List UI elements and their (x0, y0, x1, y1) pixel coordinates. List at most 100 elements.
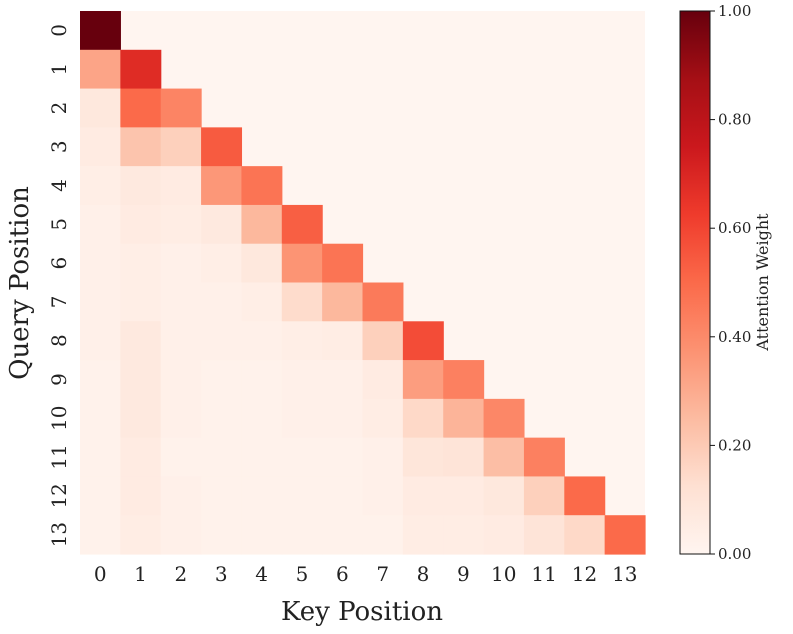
heatmap-cell (362, 476, 404, 516)
heatmap-cell (241, 166, 283, 206)
heatmap-cell (201, 204, 243, 245)
x-axis-label: Key Position (281, 597, 443, 627)
heatmap-cells (80, 11, 646, 555)
x-tick-label: 1 (134, 562, 147, 586)
heatmap-cell (160, 437, 202, 478)
colorbar-tick-label: 0.40 (718, 328, 751, 346)
heatmap-cell (362, 398, 404, 439)
heatmap-cell (160, 88, 202, 128)
heatmap-cell (160, 321, 202, 361)
heatmap-cell (120, 321, 162, 361)
heatmap-cell (120, 398, 162, 439)
x-tick-label: 10 (491, 562, 516, 586)
y-tick-label: 8 (47, 334, 71, 347)
heatmap-cell (483, 476, 525, 516)
heatmap-cell (241, 282, 283, 322)
y-tick-label: 10 (47, 406, 71, 431)
heatmap-cell (201, 321, 243, 361)
heatmap-cell (80, 282, 121, 322)
heatmap-cell (241, 398, 283, 439)
y-tick-label: 9 (47, 373, 71, 386)
heatmap-cell (362, 437, 404, 478)
heatmap-cell (201, 476, 243, 516)
x-tick-label: 5 (296, 562, 309, 586)
y-axis-label: Query Position (5, 186, 35, 380)
heatmap-cell (80, 49, 121, 90)
y-tick-label: 12 (47, 483, 71, 508)
heatmap-cell (80, 515, 121, 555)
x-tick-label: 2 (175, 562, 188, 586)
heatmap-cell (120, 515, 162, 555)
heatmap-cell (160, 515, 202, 555)
heatmap-cell (402, 476, 444, 516)
heatmap-cell (322, 398, 364, 439)
heatmap-cell (322, 515, 364, 555)
heatmap-cell (322, 437, 364, 478)
heatmap-cell (120, 243, 162, 284)
heatmap-cell (160, 127, 202, 167)
heatmap-cell (362, 515, 404, 555)
heatmap-cell (564, 476, 606, 516)
heatmap-cell (483, 398, 525, 439)
heatmap-cell (201, 243, 243, 284)
heatmap-cell (564, 515, 606, 555)
y-tick-label: 11 (47, 444, 71, 469)
heatmap-cell (281, 282, 323, 322)
heatmap-cell (281, 321, 323, 361)
y-tick-label: 3 (47, 140, 71, 153)
heatmap-cell (80, 11, 121, 51)
heatmap-cell (402, 437, 444, 478)
heatmap-cell (322, 282, 364, 322)
heatmap-cell (241, 437, 283, 478)
heatmap-cell (120, 204, 162, 245)
heatmap-cell (604, 515, 646, 555)
heatmap-cell (160, 282, 202, 322)
heatmap-cell (523, 476, 565, 516)
heatmap-cell (362, 321, 404, 361)
heatmap-cell (120, 282, 162, 322)
heatmap-cell (201, 437, 243, 478)
heatmap-cell (241, 515, 283, 555)
heatmap-cell (120, 127, 162, 167)
heatmap-cell (80, 476, 121, 516)
x-tick-label: 6 (336, 562, 349, 586)
heatmap-cell (281, 398, 323, 439)
heatmap-cell (362, 282, 404, 322)
heatmap-cell (201, 166, 243, 206)
heatmap-cell (241, 360, 283, 400)
heatmap-cell (281, 243, 323, 284)
heatmap-cell (120, 360, 162, 400)
heatmap-cell (241, 204, 283, 245)
heatmap-cell (160, 476, 202, 516)
heatmap-cell (80, 243, 121, 284)
heatmap-cell (281, 360, 323, 400)
heatmap-cell (120, 437, 162, 478)
heatmap-cell (201, 398, 243, 439)
heatmap-cell (322, 243, 364, 284)
heatmap-cell (160, 360, 202, 400)
heatmap-cell (80, 321, 121, 361)
heatmap-cell (201, 360, 243, 400)
colorbar-tick-label: 0.20 (718, 436, 751, 454)
colorbar-tick-label: 0.60 (718, 219, 751, 237)
x-tick-label: 9 (457, 562, 470, 586)
heatmap-cell (281, 204, 323, 245)
x-tick-labels: 0 1 2 3 4 5 6 7 8 9 10 11 12 13 (94, 562, 638, 586)
colorbar-tick-label: 0.80 (718, 111, 751, 129)
heatmap-cell (362, 360, 404, 400)
heatmap-cell (322, 360, 364, 400)
heatmap-cell (160, 166, 202, 206)
x-tick-label: 4 (255, 562, 268, 586)
heatmap-cell (402, 515, 444, 555)
heatmap-cell (120, 88, 162, 128)
heatmap-cell (483, 515, 525, 555)
heatmap-cell (80, 398, 121, 439)
heatmap-cell (160, 398, 202, 439)
heatmap-cell (80, 437, 121, 478)
y-tick-label: 0 (47, 24, 71, 37)
heatmap-cell (443, 360, 485, 400)
heatmap-cell (160, 243, 202, 284)
heatmap-cell (241, 321, 283, 361)
